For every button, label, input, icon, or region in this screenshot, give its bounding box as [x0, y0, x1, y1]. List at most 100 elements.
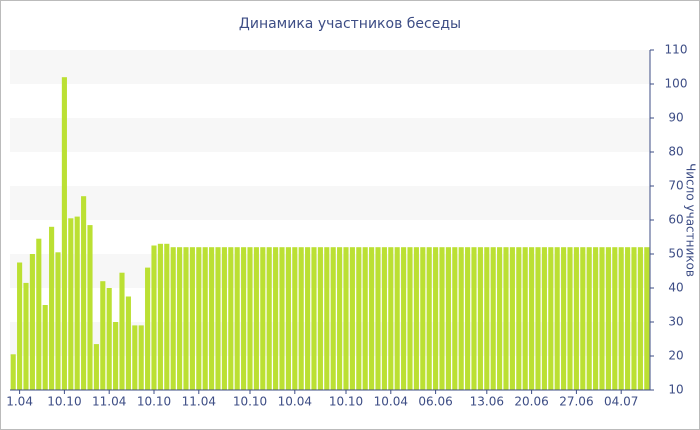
x-tick-label: 27.06: [559, 395, 593, 409]
bar: [132, 325, 138, 390]
y-axis-label: Число участников: [684, 163, 698, 277]
bar: [516, 247, 522, 390]
y-tick-label: 90: [668, 111, 683, 125]
bar: [477, 247, 483, 390]
bar: [413, 247, 419, 390]
bar: [305, 247, 311, 390]
bar: [541, 247, 547, 390]
bar: [465, 247, 471, 390]
x-tick-label: 11.04: [182, 395, 216, 409]
bar: [605, 247, 611, 390]
x-tick-label: 1.04: [6, 395, 33, 409]
bar: [68, 218, 74, 390]
bar: [452, 247, 458, 390]
bar: [49, 226, 55, 390]
bar: [484, 247, 490, 390]
bar: [260, 247, 266, 390]
grid-band: [10, 322, 650, 356]
bar: [145, 267, 151, 390]
bar: [599, 247, 605, 390]
bar: [375, 247, 381, 390]
x-tick-label: 10.04: [278, 395, 312, 409]
bar: [586, 247, 592, 390]
bar: [29, 254, 35, 390]
bar: [177, 247, 183, 390]
bar: [273, 247, 279, 390]
bar: [554, 247, 560, 390]
bar: [87, 225, 93, 390]
bar: [343, 247, 349, 390]
bar: [535, 247, 541, 390]
bar: [349, 247, 355, 390]
bar: [100, 281, 106, 390]
bar: [529, 247, 535, 390]
bar: [81, 196, 87, 390]
bar: [362, 247, 368, 390]
bar: [241, 247, 247, 390]
grid-band: [10, 118, 650, 152]
bar: [394, 247, 400, 390]
bar: [61, 77, 67, 390]
bar: [55, 252, 61, 390]
y-tick-label: 70: [668, 179, 683, 193]
y-tick-label: 20: [668, 349, 683, 363]
bar: [497, 247, 503, 390]
bar: [157, 243, 163, 390]
y-tick-label: 110: [665, 43, 688, 57]
bar: [625, 247, 631, 390]
bar: [183, 247, 189, 390]
y-tick-label: 60: [668, 213, 683, 227]
bar: [170, 247, 176, 390]
bar: [644, 247, 650, 390]
x-tick-label: 20.06: [514, 395, 548, 409]
x-tick-label: 10.10: [47, 395, 81, 409]
bar: [490, 247, 496, 390]
x-tick-label: 04.07: [604, 395, 638, 409]
bar: [42, 305, 48, 390]
bar: [164, 243, 170, 390]
bar: [573, 247, 579, 390]
bar: [196, 247, 202, 390]
bar: [369, 247, 375, 390]
x-tick-label: 06.06: [418, 395, 452, 409]
x-tick-label: 11.04: [92, 395, 126, 409]
bar: [420, 247, 426, 390]
bar: [407, 247, 413, 390]
bar: [23, 282, 29, 390]
bar: [17, 262, 23, 390]
bar: [567, 247, 573, 390]
bar: [151, 245, 157, 390]
chart-title: Динамика участников беседы: [239, 16, 461, 32]
bar: [561, 247, 567, 390]
bar: [612, 247, 618, 390]
bar: [311, 247, 317, 390]
y-tick-label: 40: [668, 281, 683, 295]
bar: [618, 247, 624, 390]
bar: [266, 247, 272, 390]
bar: [285, 247, 291, 390]
bar: [388, 247, 394, 390]
bar: [593, 247, 599, 390]
bar: [317, 247, 323, 390]
bar: [279, 247, 285, 390]
x-tick-label: 10.10: [233, 395, 267, 409]
bar: [401, 247, 407, 390]
bar: [209, 247, 215, 390]
y-tick-label: 100: [665, 77, 688, 91]
bar: [458, 247, 464, 390]
bar: [522, 247, 528, 390]
bar: [356, 247, 362, 390]
bar: [509, 247, 515, 390]
x-tick-label: 10.10: [329, 395, 363, 409]
bar: [298, 247, 304, 390]
grid-band: [10, 254, 650, 288]
bar: [138, 325, 144, 390]
y-tick-label: 10: [668, 383, 683, 397]
bar: [330, 247, 336, 390]
x-tick-label: 10.04: [374, 395, 408, 409]
bar: [426, 247, 432, 390]
bar: [381, 247, 387, 390]
bar: [637, 247, 643, 390]
bar: [36, 238, 42, 390]
